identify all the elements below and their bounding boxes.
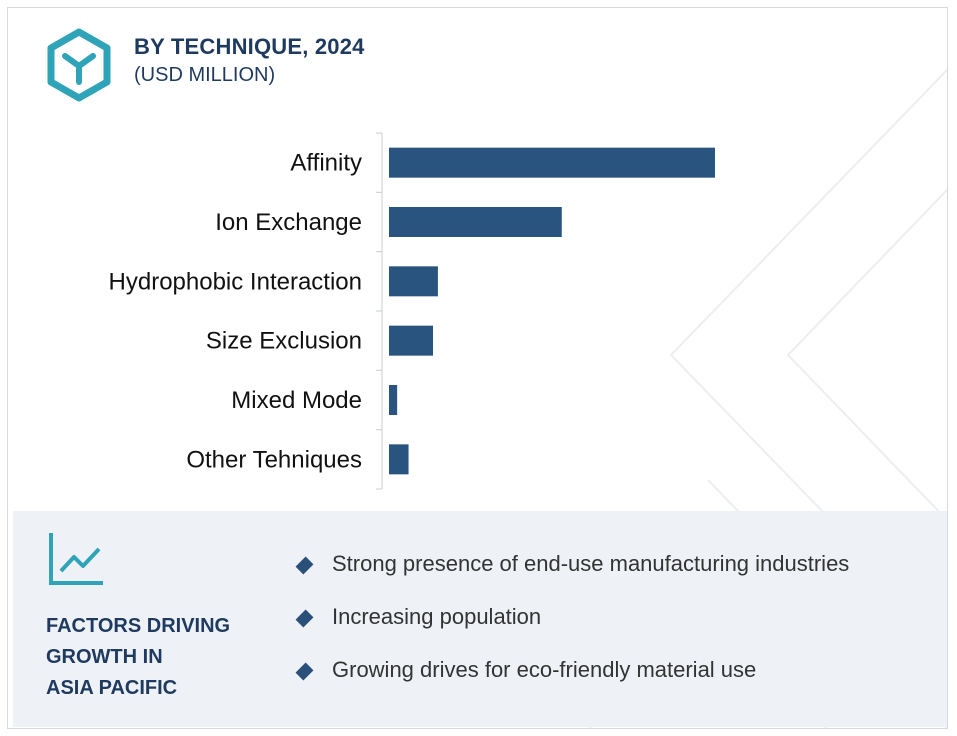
factor-item: Increasing population [293,604,849,657]
growth-factors-panel: FACTORS DRIVING GROWTH IN ASIA PACIFIC S… [13,511,947,727]
bar-affinity [389,147,715,178]
bar-chart: Affinity Ion Exchange Hydrophobic Interact… [109,132,715,490]
diamond-bullet-icon [295,662,314,681]
bar-hydrophobic-interaction [389,266,438,297]
trend-chart-icon [49,533,103,585]
factor-text: Growing drives for eco-friendly material… [332,657,757,682]
category-label: Mixed Mode [231,387,362,414]
report-card: BY TECHNIQUE, 2024 (USD MILLION) Affinit… [7,7,948,729]
factor-text: Strong presence of end-use manufacturing… [332,551,850,576]
bar-other-tehniques [389,444,409,475]
factors-title-line: GROWTH IN [46,646,163,668]
factor-list: Strong presence of end-use manufacturing… [293,551,849,710]
factor-text: Increasing population [332,604,542,629]
category-label: Ion Exchange [215,209,362,236]
cube-y-icon [47,28,111,102]
factors-title-line: ASIA PACIFIC [46,677,178,699]
category-label: Hydrophobic Interaction [109,268,362,295]
bar-size-exclusion [389,325,434,356]
diamond-bullet-icon [295,609,314,628]
category-label: Size Exclusion [206,328,362,355]
bar-mixed-mode [389,385,398,415]
factors-title-line: FACTORS DRIVING [46,615,231,637]
factor-item: Strong presence of end-use manufacturing… [293,551,849,604]
chart-title: BY TECHNIQUE, 2024 [134,34,365,59]
factors-title: FACTORS DRIVING GROWTH IN ASIA PACIFIC [46,611,266,704]
bar-ion-exchange [389,207,562,237]
category-label: Other Tehniques [186,446,362,473]
diamond-bullet-icon [295,556,314,575]
factor-item: Growing drives for eco-friendly material… [293,657,849,710]
chart-subtitle: (USD MILLION) [134,64,276,86]
category-label: Affinity [290,150,362,177]
